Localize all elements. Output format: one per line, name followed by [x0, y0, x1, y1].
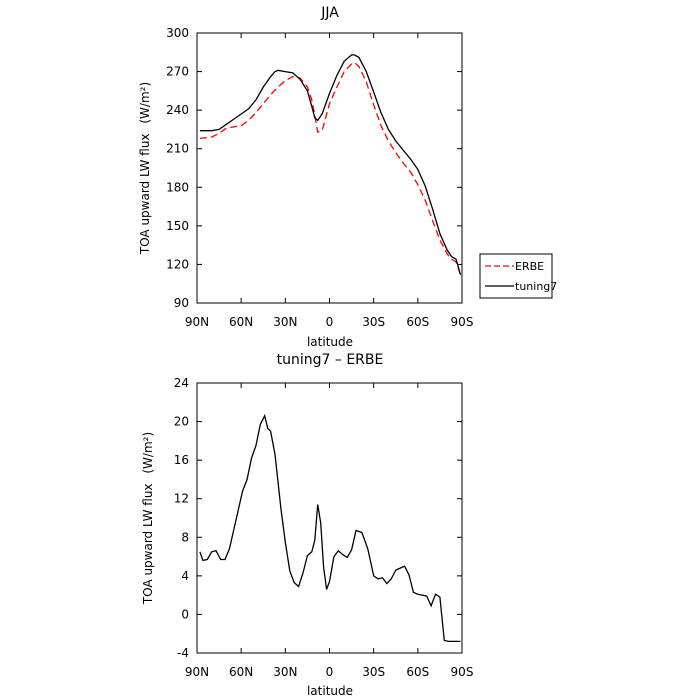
legend: ERBE tuning7	[479, 253, 557, 299]
y-tick-label: 20	[174, 415, 189, 429]
x-tick-label: 90S	[451, 665, 474, 679]
chart-bottom: tuning7 – ERBE -4 0 4 8 12 16 20 24 90N 60N 30N 0 3…	[141, 352, 473, 698]
y-tick-label: 150	[166, 219, 189, 233]
y-tick-label: 210	[166, 142, 189, 156]
top-title: JJA	[320, 5, 339, 21]
top-xlabel: latitude	[307, 335, 353, 349]
top-ylabel-text: TOA upward LW flux	[138, 133, 152, 255]
bottom-ylabel-text: TOA upward LW flux	[141, 483, 155, 605]
bottom-ylabel-unit: (W/m²)	[141, 432, 155, 474]
legend-box	[479, 253, 553, 299]
y-tick-label: 8	[181, 530, 189, 544]
bottom-y-axis: -4 0 4 8 12 16 20 24	[174, 376, 462, 660]
legend-erbe-label: ERBE	[515, 260, 544, 273]
bottom-title: tuning7 – ERBE	[277, 352, 384, 368]
y-tick-label: 180	[166, 180, 189, 194]
y-tick-label: 270	[166, 65, 189, 79]
legend-tuning7-label: tuning7	[515, 280, 557, 293]
x-tick-label: 60N	[229, 315, 253, 329]
y-tick-label: 300	[166, 26, 189, 40]
y-tick-label: 240	[166, 103, 189, 117]
x-tick-label: 30S	[362, 665, 385, 679]
series-difference-line	[199, 413, 461, 643]
x-tick-label: 90N	[185, 315, 209, 329]
top-y-axis: 90 120 150 180 210 240 270 300	[166, 26, 462, 310]
top-ylabel-unit: (W/m²)	[138, 82, 152, 124]
y-tick-label: 12	[174, 492, 189, 506]
top-x-axis: 90N 60N 30N 0 30S 60S 90S	[185, 33, 474, 329]
y-tick-label: -4	[177, 646, 189, 660]
y-tick-label: 4	[181, 569, 189, 583]
x-tick-label: 60S	[406, 315, 429, 329]
series-erbe-line	[199, 61, 462, 275]
y-tick-label: 120	[166, 257, 189, 271]
x-tick-label: 30N	[273, 315, 297, 329]
x-tick-label: 30N	[273, 665, 297, 679]
top-plot-frame	[196, 32, 463, 304]
y-tick-label: 16	[174, 453, 189, 467]
series-tuning7-line	[199, 54, 462, 275]
bottom-x-axis: 90N 60N 30N 0 30S 60S 90S	[185, 383, 474, 679]
bottom-xlabel: latitude	[307, 684, 353, 698]
x-tick-label: 60N	[229, 665, 253, 679]
y-tick-label: 0	[181, 607, 189, 621]
bottom-ylabel: TOA upward LW flux (W/m²)	[141, 432, 155, 605]
y-tick-label: 24	[174, 376, 189, 390]
top-ylabel: TOA upward LW flux (W/m²)	[138, 82, 152, 255]
x-tick-label: 90N	[185, 665, 209, 679]
y-tick-label: 90	[174, 296, 189, 310]
x-tick-label: 90S	[451, 315, 474, 329]
x-tick-label: 60S	[406, 665, 429, 679]
x-tick-label: 0	[326, 665, 334, 679]
x-tick-label: 30S	[362, 315, 385, 329]
chart-top: JJA 90 120 150 180 210 240 270 300 90N 60N 30N 0 30…	[138, 5, 557, 349]
x-tick-label: 0	[326, 315, 334, 329]
